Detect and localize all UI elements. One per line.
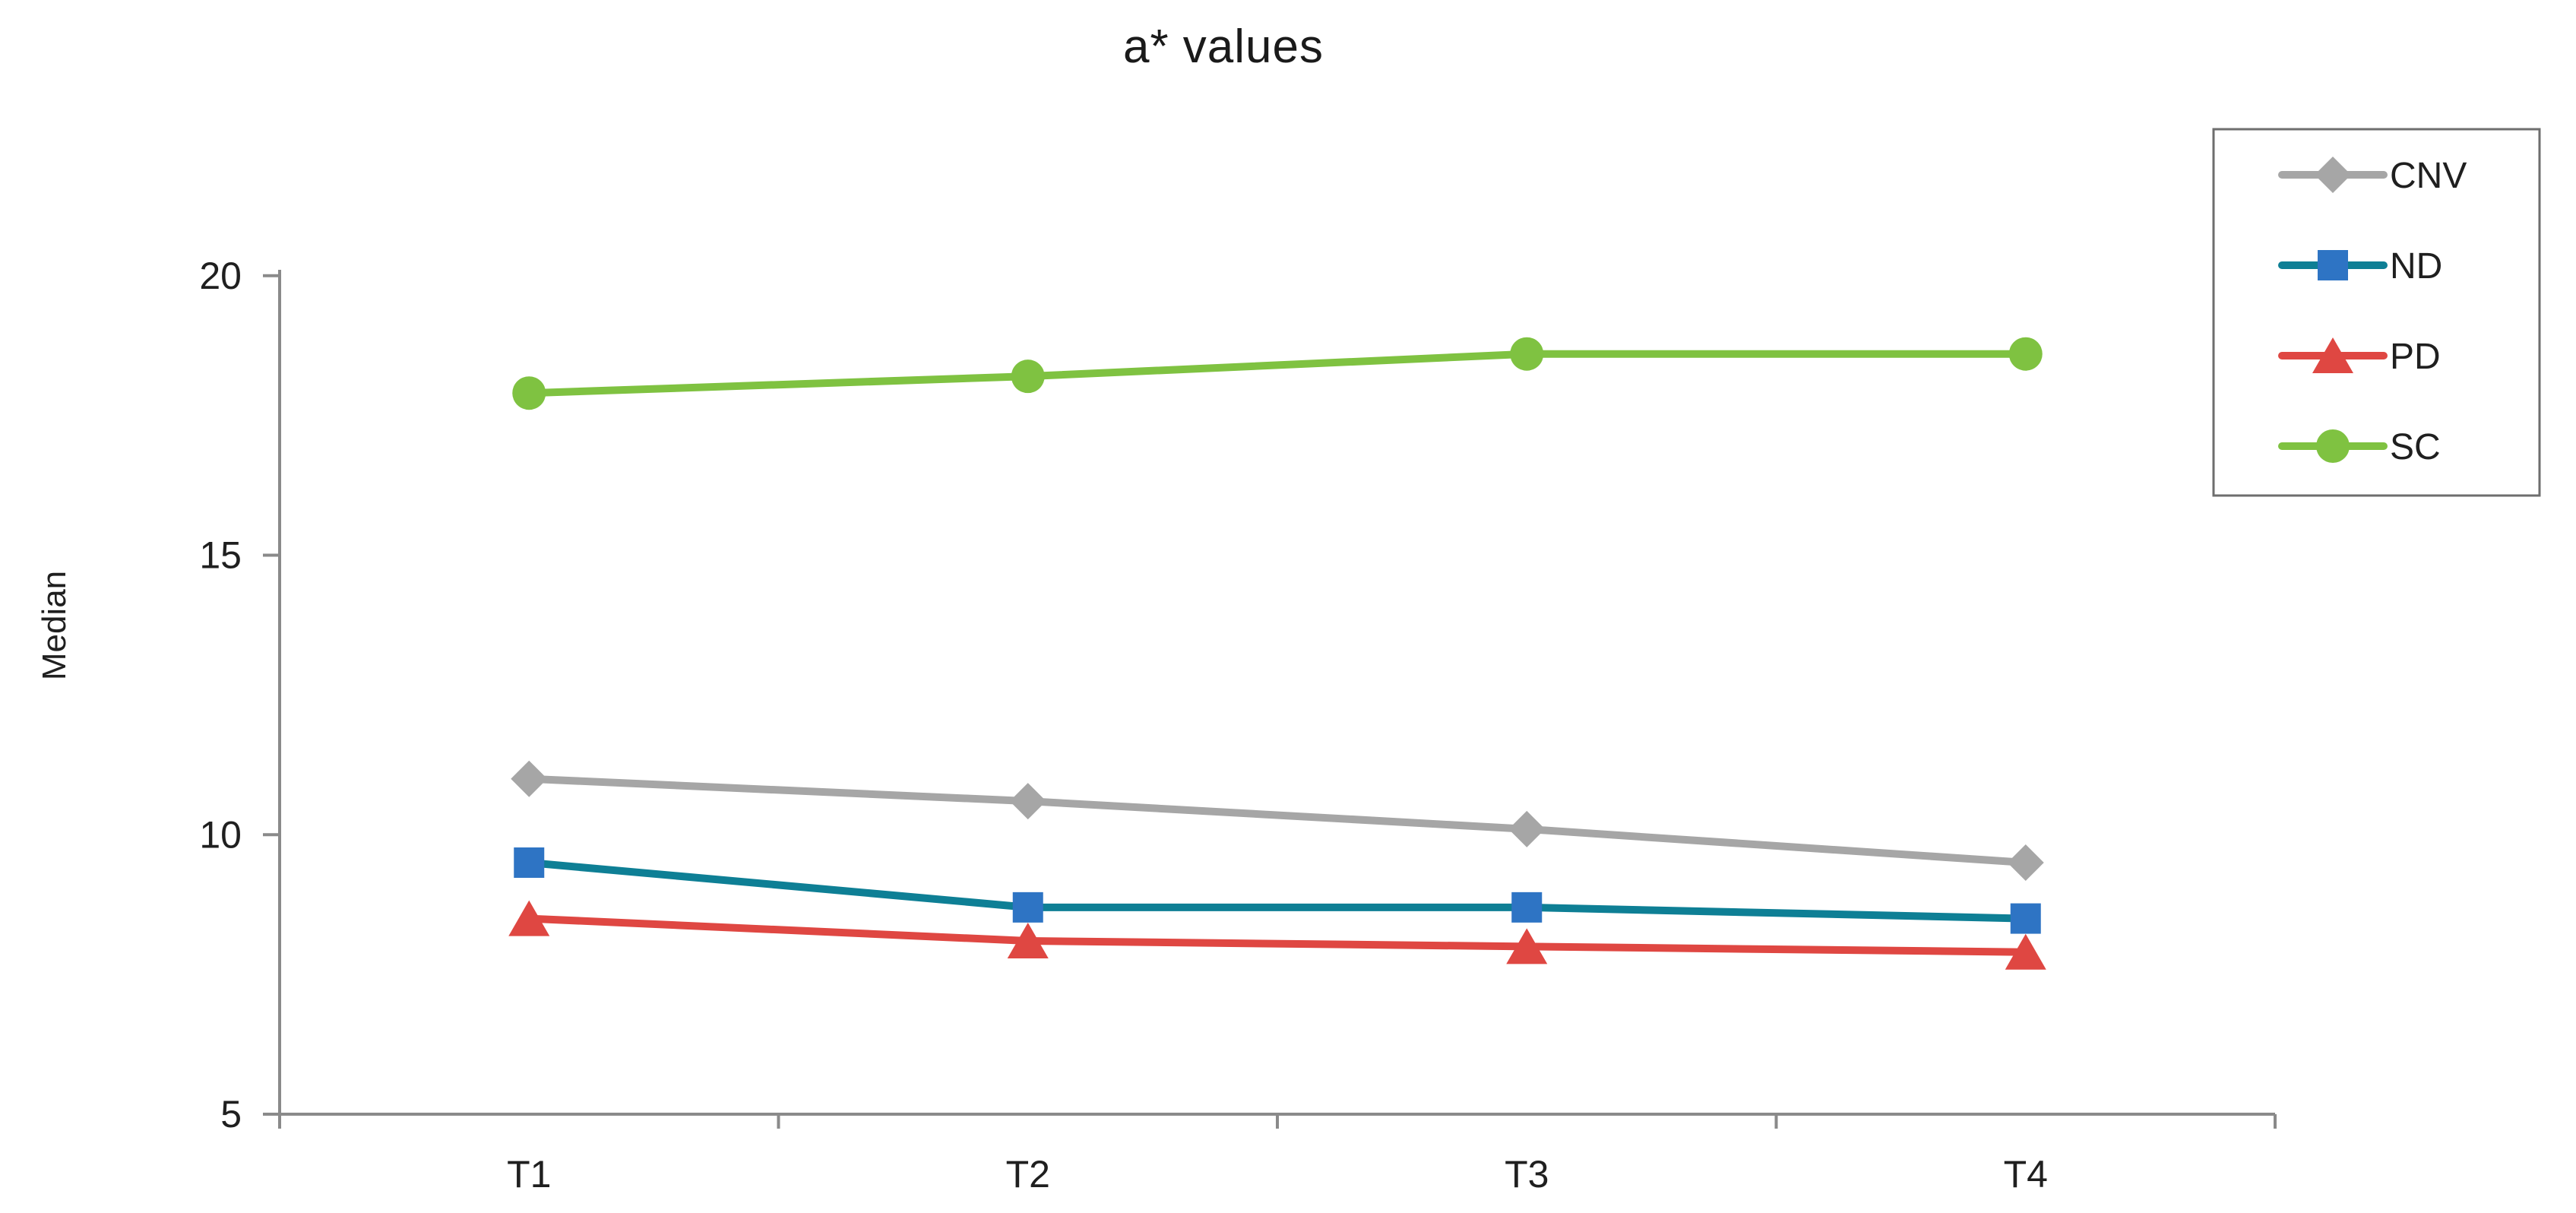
legend-marker-ND bbox=[2318, 250, 2348, 280]
data-point-CNV-T4 bbox=[2007, 844, 2044, 882]
x-category-label: T2 bbox=[1006, 1153, 1050, 1196]
data-point-SC-T3 bbox=[1510, 337, 1544, 371]
y-tick-label: 5 bbox=[220, 1093, 242, 1135]
data-point-SC-T1 bbox=[512, 376, 546, 410]
data-point-CNV-T2 bbox=[1009, 783, 1046, 820]
data-point-PD-T4 bbox=[2005, 933, 2046, 970]
y-tick-label: 15 bbox=[199, 534, 242, 577]
data-point-CNV-T1 bbox=[511, 760, 548, 797]
legend-label-PD: PD bbox=[2390, 337, 2441, 377]
data-point-SC-T4 bbox=[2008, 337, 2043, 371]
y-tick-label: 10 bbox=[199, 813, 242, 856]
legend-label-SC: SC bbox=[2390, 427, 2441, 467]
data-point-ND-T3 bbox=[1511, 892, 1543, 923]
legend-label-ND: ND bbox=[2390, 246, 2442, 287]
chart-title: a* values bbox=[1122, 21, 1324, 73]
data-point-SC-T2 bbox=[1011, 359, 1045, 394]
series-line-ND bbox=[525, 859, 2030, 923]
series-line-PD bbox=[525, 914, 2030, 956]
legend-marker-CNV bbox=[2315, 157, 2351, 193]
x-category-label: T3 bbox=[1505, 1153, 1549, 1196]
legend-label-CNV: CNV bbox=[2390, 156, 2467, 196]
series-line-SC bbox=[525, 350, 2030, 397]
legend-marker-SC bbox=[2316, 429, 2350, 463]
legend-marker-PD bbox=[2312, 337, 2353, 373]
data-point-ND-T1 bbox=[514, 847, 545, 879]
x-category-label: T1 bbox=[507, 1153, 551, 1196]
data-point-CNV-T3 bbox=[1508, 810, 1546, 847]
y-tick-label: 20 bbox=[199, 255, 242, 297]
x-category-label: T4 bbox=[2004, 1153, 2048, 1196]
data-point-ND-T2 bbox=[1012, 892, 1043, 923]
legend-box bbox=[2212, 128, 2541, 497]
data-point-PD-T3 bbox=[1506, 928, 1548, 964]
data-point-PD-T2 bbox=[1007, 922, 1049, 958]
series-line-CNV bbox=[525, 774, 2030, 867]
data-point-ND-T4 bbox=[2010, 903, 2041, 934]
data-point-PD-T1 bbox=[508, 900, 550, 936]
